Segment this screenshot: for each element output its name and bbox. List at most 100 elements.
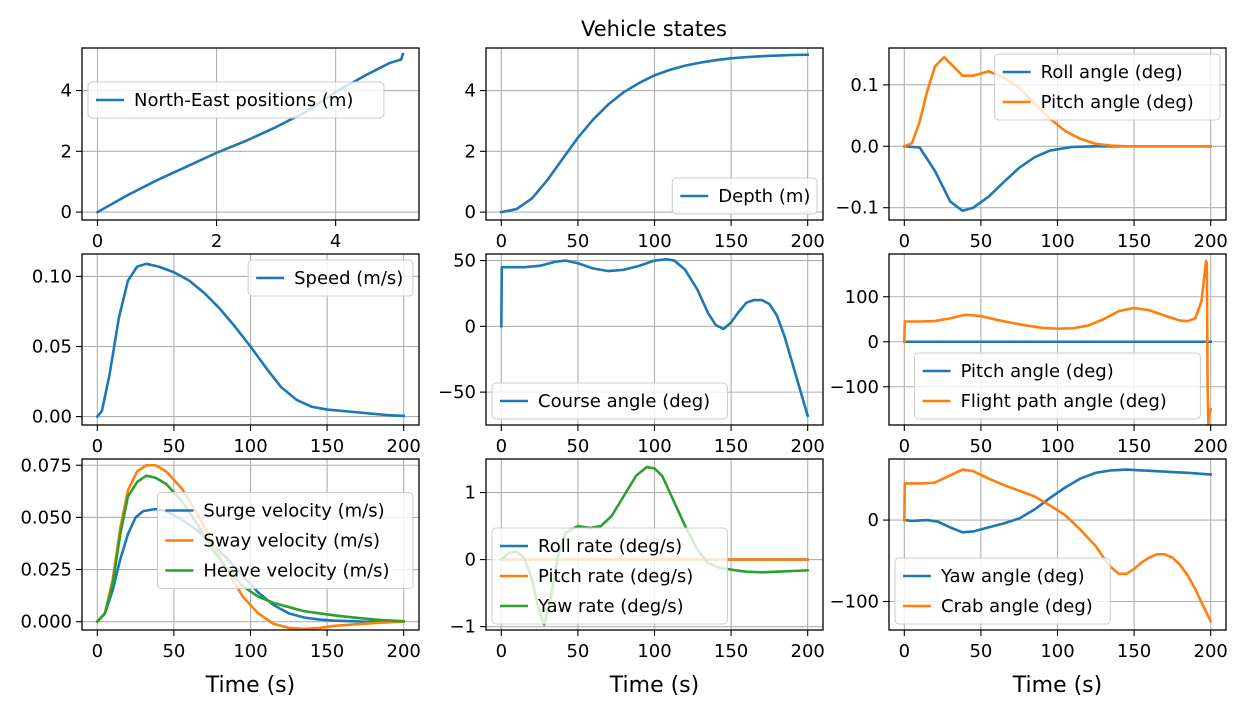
y-tick-label: 4 xyxy=(61,81,72,102)
x-tick-label: 0 xyxy=(899,641,910,662)
y-tick-label: 0 xyxy=(465,550,476,571)
x-tick-label: 2 xyxy=(211,231,222,252)
x-tick-label: 50 xyxy=(969,436,992,457)
y-tick-label: 0.050 xyxy=(20,507,72,528)
x-tick-label: 50 xyxy=(566,641,589,662)
legend: Depth (m) xyxy=(671,177,818,215)
x-tick-label: 150 xyxy=(310,436,344,457)
y-tick-label: 0 xyxy=(868,510,879,531)
series-line xyxy=(902,468,1213,534)
legend-label: Sway velocity (m/s) xyxy=(203,531,380,552)
x-tick-label: 0 xyxy=(899,436,910,457)
x-tick-label: 50 xyxy=(969,641,992,662)
x-tick-label: 100 xyxy=(637,436,671,457)
y-tick-label: −100 xyxy=(830,377,879,398)
x-axis-label: Time (s) xyxy=(609,673,699,698)
x-tick-label: 200 xyxy=(791,231,825,252)
y-tick-label: −1 xyxy=(449,617,476,638)
y-tick-label: 50 xyxy=(453,251,476,272)
y-tick-label: 0 xyxy=(868,332,879,353)
legend-label: Speed (m/s) xyxy=(294,268,403,289)
y-tick-label: −50 xyxy=(438,382,476,403)
x-tick-label: 150 xyxy=(310,641,344,662)
subplot-5: 0 50 100 150 200 −50 0 50 Course angle (deg) xyxy=(438,251,825,457)
x-tick-label: 150 xyxy=(714,436,748,457)
y-tick-label: 0 xyxy=(465,316,476,337)
x-tick-label: 0 xyxy=(899,231,910,252)
legend-label: Crab angle (deg) xyxy=(941,596,1093,617)
x-tick-label: 100 xyxy=(637,641,671,662)
legend: Course angle (deg) xyxy=(491,382,728,420)
legend: Roll rate (deg/s) Pitch rate (deg/s) Yaw r… xyxy=(491,527,728,625)
legend: Roll angle (deg) Pitch angle (deg) xyxy=(994,53,1221,121)
y-tick-label: 0.075 xyxy=(20,455,72,476)
y-tick-label: 0.10 xyxy=(32,266,72,287)
y-tick-label: 0.000 xyxy=(20,612,72,633)
y-tick-label: 1 xyxy=(465,483,476,504)
legend-label: Flight path angle (deg) xyxy=(961,391,1167,412)
subplot-7: 0 50 100 150 200 0.000 0.025 0.050 0.075 Time (s)… xyxy=(20,455,420,698)
x-tick-label: 200 xyxy=(1194,641,1228,662)
y-tick-label: 4 xyxy=(465,81,476,102)
y-tick-label: 2 xyxy=(61,141,72,162)
axes-frame xyxy=(81,47,420,221)
series-line xyxy=(95,262,406,419)
subplot-3: 0 50 100 150 200 −0.1 0.0 0.1 Roll angle (deg) Pi… xyxy=(835,47,1228,252)
y-tick-label: 0.025 xyxy=(20,560,72,581)
series-line xyxy=(499,53,810,214)
x-axis-label: Time (s) xyxy=(1012,673,1102,698)
legend: Surge velocity (m/s) Sway velocity (m/s) H… xyxy=(156,492,414,589)
legend-label: Heave velocity (m/s) xyxy=(203,561,389,582)
x-tick-label: 150 xyxy=(714,231,748,252)
series-line xyxy=(95,52,405,214)
legend-box xyxy=(894,557,1111,625)
x-tick-label: 0 xyxy=(496,231,507,252)
x-tick-label: 50 xyxy=(969,231,992,252)
legend-box xyxy=(87,81,385,119)
x-tick-label: 150 xyxy=(1117,436,1151,457)
figure-title: Vehicle states xyxy=(581,17,727,41)
x-tick-label: 200 xyxy=(791,436,825,457)
subplot-8: 0 50 100 150 200 −1 0 1 Time (s) Roll rate (deg/s… xyxy=(449,458,825,698)
legend: Yaw angle (deg) Crab angle (deg) xyxy=(894,557,1111,625)
x-tick-label: 200 xyxy=(1194,231,1228,252)
x-tick-label: 0 xyxy=(496,641,507,662)
series-line xyxy=(500,257,810,418)
x-tick-label: 50 xyxy=(162,436,185,457)
subplot-1: 0 2 4 0 2 4 North-East positions (m) xyxy=(61,47,420,252)
legend-label: North-East positions (m) xyxy=(134,90,353,111)
x-tick-label: 0 xyxy=(92,231,103,252)
x-tick-label: 50 xyxy=(566,436,589,457)
legend-label: Pitch rate (deg/s) xyxy=(538,566,693,587)
legend-label: Roll angle (deg) xyxy=(1041,62,1183,83)
legend-box xyxy=(671,177,818,215)
y-tick-label: −0.1 xyxy=(835,198,879,219)
x-tick-label: 200 xyxy=(387,436,421,457)
x-tick-label: 0 xyxy=(92,641,103,662)
legend-label: Course angle (deg) xyxy=(538,391,710,412)
x-tick-label: 150 xyxy=(1117,641,1151,662)
x-tick-label: 100 xyxy=(1040,436,1074,457)
legend-box xyxy=(247,259,414,297)
legend-label: Yaw rate (deg/s) xyxy=(537,596,684,617)
x-tick-label: 100 xyxy=(1040,641,1074,662)
legend-label: Pitch angle (deg) xyxy=(1041,92,1194,113)
x-tick-label: 0 xyxy=(92,436,103,457)
subplot-2: 0 50 100 150 200 0 2 4 Depth (m) xyxy=(465,47,825,252)
y-tick-label: −100 xyxy=(830,592,879,613)
x-tick-label: 100 xyxy=(233,641,267,662)
series-line xyxy=(902,144,1212,213)
subplot-4: 0 50 100 150 200 0.00 0.05 0.10 Speed (m/s) xyxy=(32,253,421,457)
subplot-9: 0 50 100 150 200 −100 0 Time (s) Yaw angle (deg)… xyxy=(830,458,1228,698)
legend-label: Surge velocity (m/s) xyxy=(203,501,384,522)
legend-box xyxy=(491,527,728,625)
legend-label: Pitch angle (deg) xyxy=(961,361,1114,382)
subplot-6: 0 50 100 150 200 −100 0 100 Pitch angle (deg) Fli… xyxy=(830,253,1228,457)
legend-box xyxy=(994,53,1221,121)
y-tick-label: 0 xyxy=(465,202,476,223)
legend-box xyxy=(156,492,414,589)
legend-box xyxy=(491,382,728,420)
x-tick-label: 50 xyxy=(566,231,589,252)
x-tick-label: 4 xyxy=(330,231,341,252)
legend: North-East positions (m) xyxy=(87,81,385,119)
